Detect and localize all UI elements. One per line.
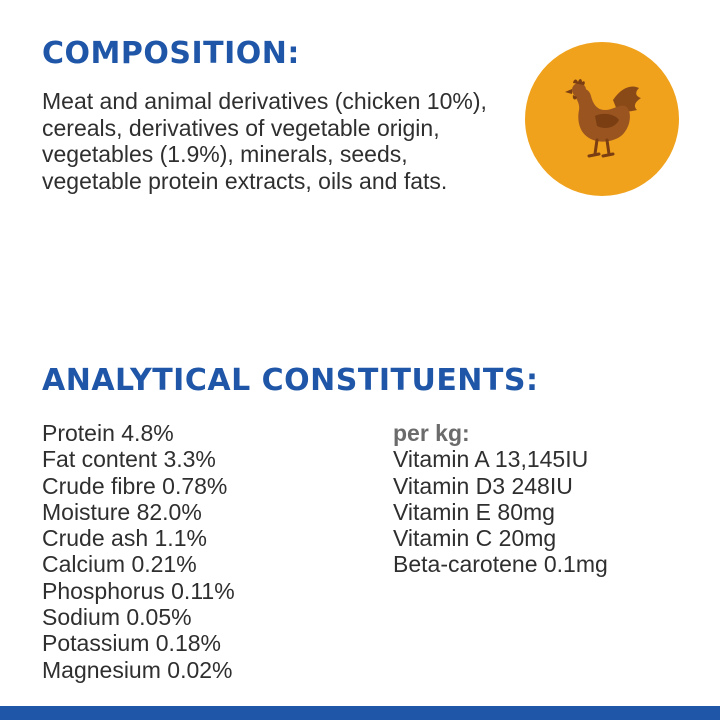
constituent-item: Crude fibre 0.78%	[42, 472, 228, 499]
vitamin-item: Vitamin D3 248IU	[393, 472, 573, 499]
constituent-item: Moisture 82.0%	[42, 498, 202, 525]
constituent-item: Potassium 0.18%	[42, 630, 221, 657]
constituents-list: Protein 4.8% Fat content 3.3% Crude fibr…	[42, 420, 372, 683]
vitamin-item: Vitamin C 20mg	[393, 525, 557, 552]
vitamin-item: Vitamin E 80mg	[393, 498, 555, 525]
constituent-item: Crude ash 1.1%	[42, 525, 207, 552]
constituent-item: Magnesium 0.02%	[42, 656, 233, 683]
chicken-badge	[525, 42, 679, 196]
chicken-icon	[565, 79, 641, 158]
footer-bar	[0, 706, 720, 720]
constituent-item: Fat content 3.3%	[42, 446, 216, 473]
vitamin-item: Beta-carotene 0.1mg	[393, 551, 608, 578]
constituent-item: Sodium 0.05%	[42, 604, 192, 631]
per-kg-label: per kg:	[393, 420, 470, 446]
vitamin-item: Vitamin A 13,145IU	[393, 446, 589, 473]
analytical-heading: ANALYTICAL CONSTITUENTS:	[42, 363, 539, 398]
constituent-item: Phosphorus 0.11%	[42, 577, 235, 604]
composition-text: Meat and animal derivatives (chicken 10%…	[42, 88, 487, 194]
composition-heading: COMPOSITION:	[42, 36, 300, 71]
constituent-item: Calcium 0.21%	[42, 551, 197, 578]
vitamins-list: per kg: Vitamin A 13,145IU Vitamin D3 24…	[393, 420, 703, 578]
constituent-item: Protein 4.8%	[42, 420, 174, 446]
